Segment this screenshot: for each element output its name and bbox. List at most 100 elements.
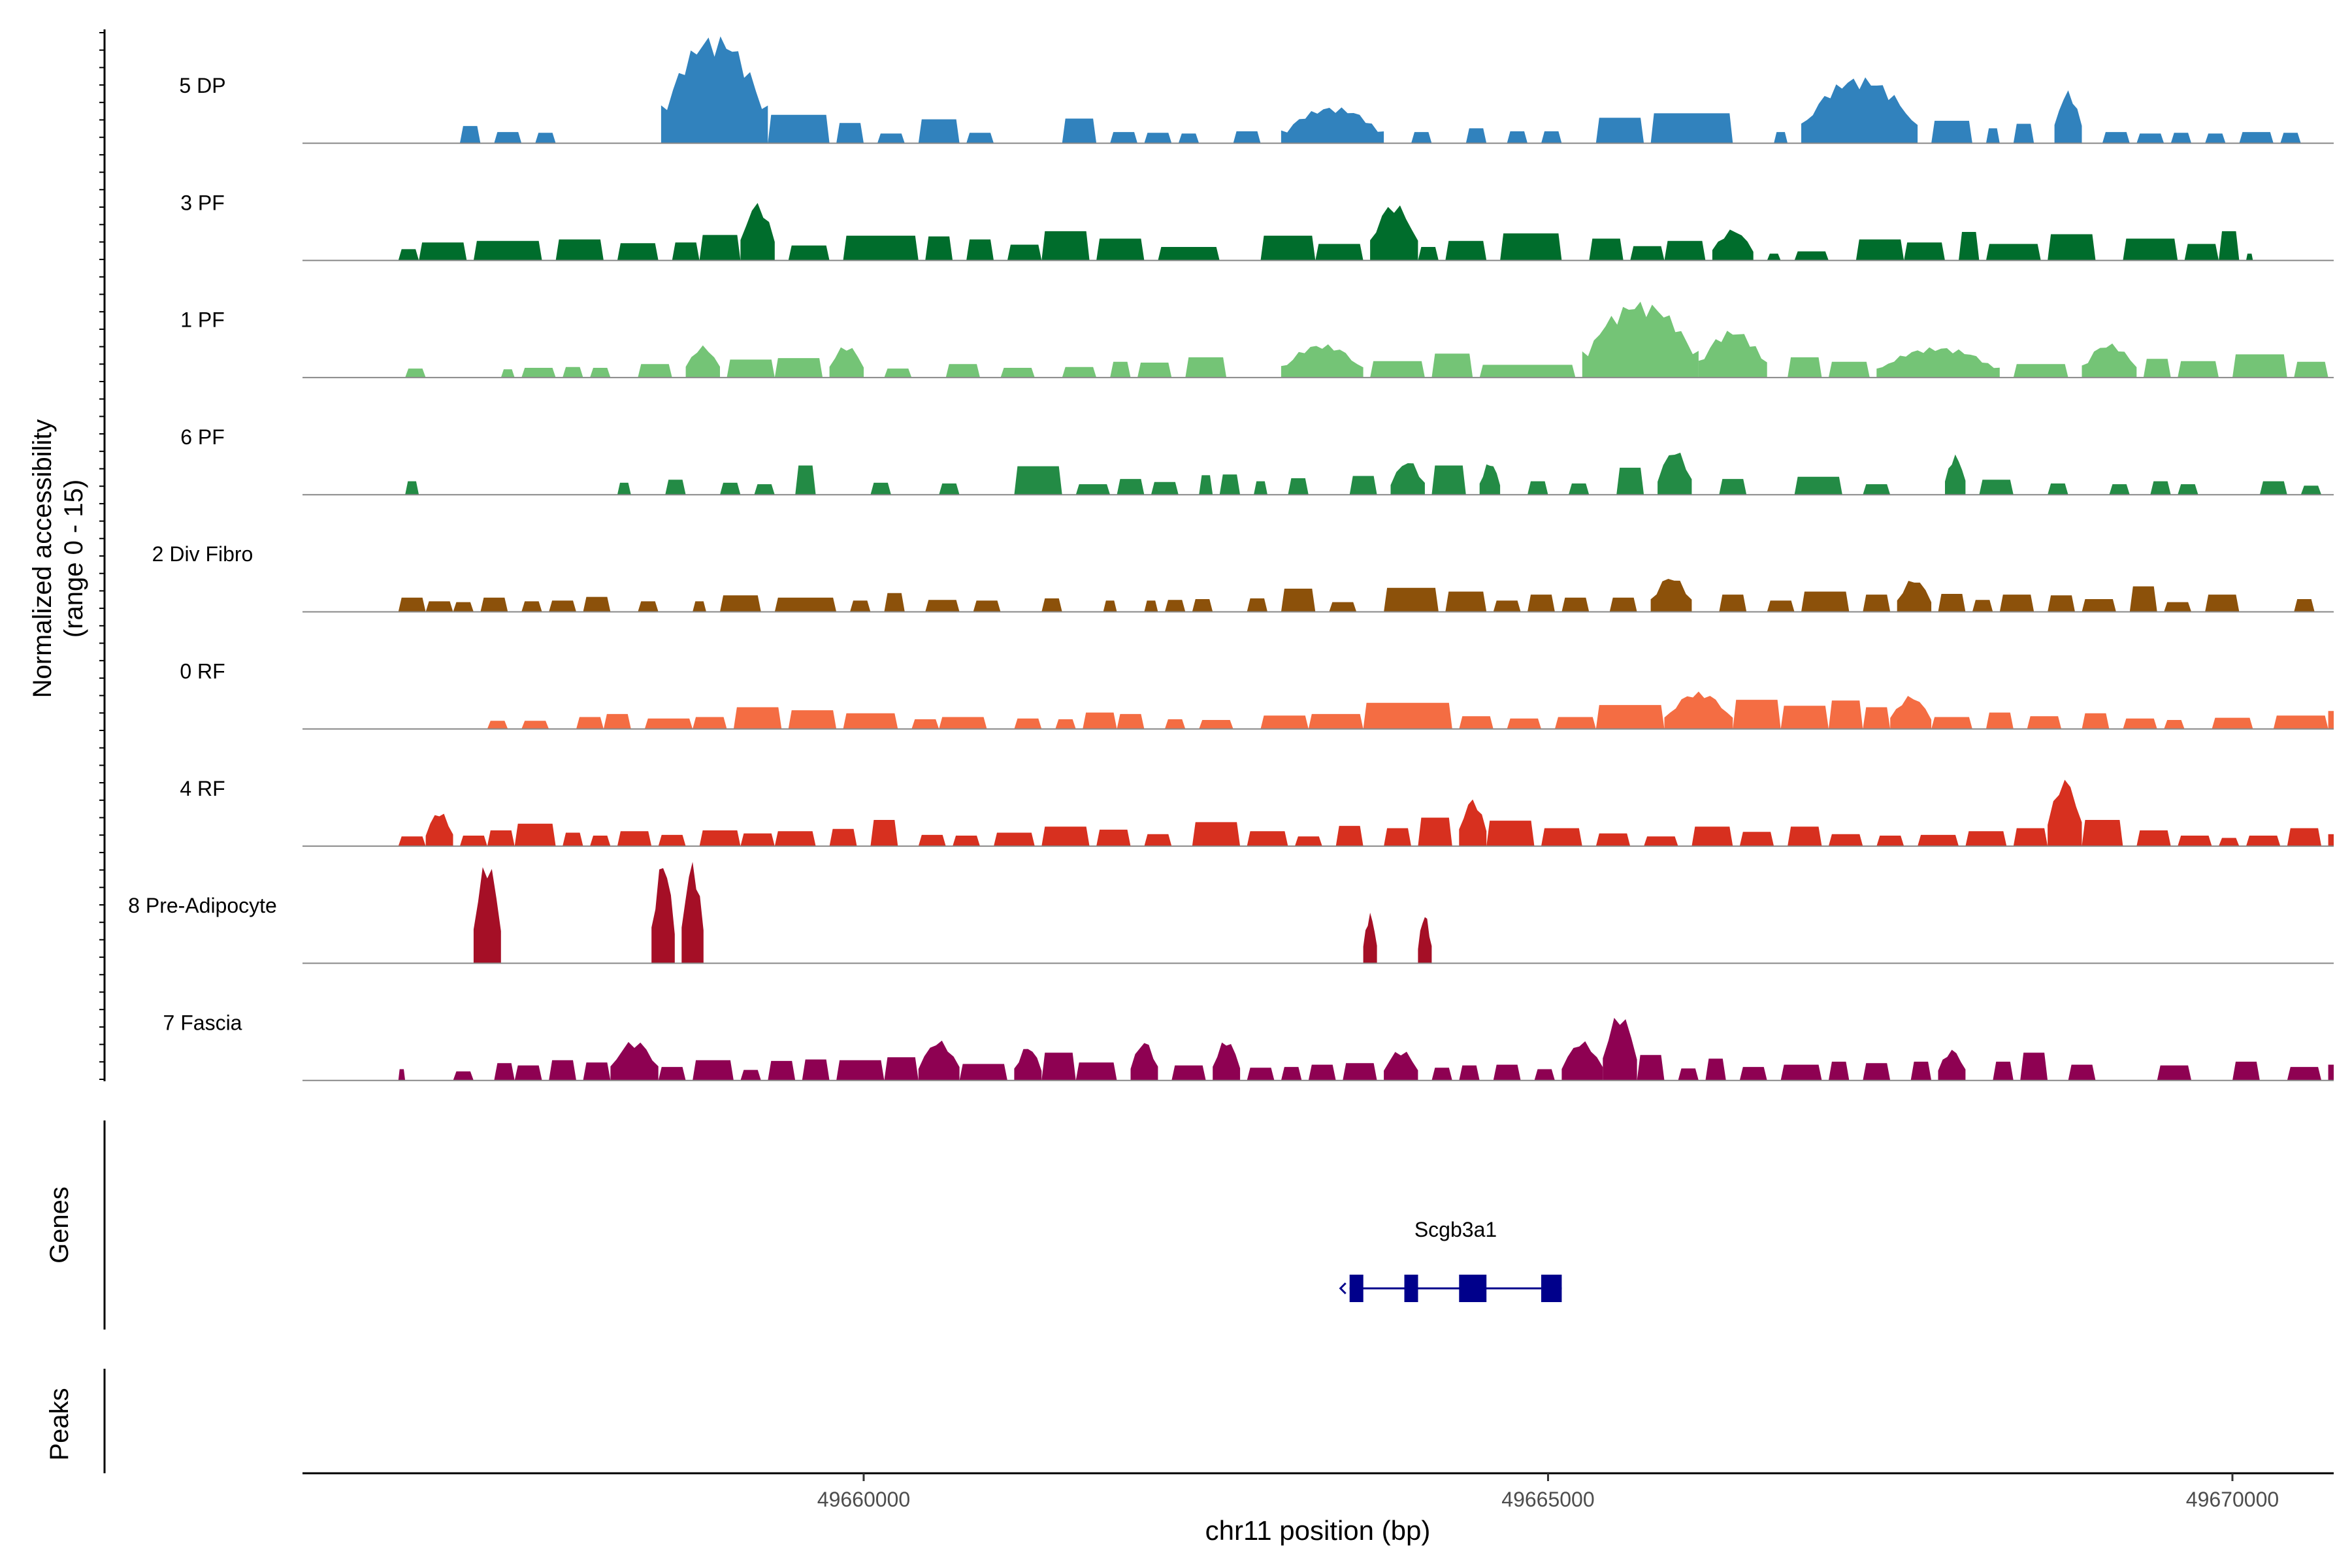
peak-6-pf-26	[1863, 484, 1891, 495]
peak-6-pf-27	[1945, 454, 1966, 495]
peak-8-pre-adipocyte-4	[1418, 917, 1432, 964]
peak-6-pf-22	[1616, 467, 1644, 495]
peak-7-fascia-13	[884, 1057, 919, 1081]
peak-6-pf-12	[1199, 475, 1213, 495]
peak-1-pf-30	[2232, 354, 2287, 378]
peak-0-rf-36	[2212, 717, 2253, 729]
peak-7-fascia-43	[2020, 1053, 2048, 1081]
track-label-7-fascia: 7 Fascia	[163, 1011, 242, 1034]
peak-6-pf-20	[1527, 481, 1548, 495]
peak-7-fascia-42	[1993, 1062, 2014, 1081]
peak-0-rf-1	[521, 721, 549, 729]
peak-6-pf-34	[2300, 485, 2322, 495]
peak-6-pf-23	[1658, 452, 1692, 495]
gene-exon	[1459, 1275, 1487, 1302]
peak-4-rf-14	[918, 834, 946, 847]
peak-7-fascia-34	[1678, 1068, 1699, 1081]
peak-0-rf-11	[1014, 718, 1042, 729]
peak-5-dp-11	[1144, 133, 1172, 144]
peak-4-rf-7	[617, 831, 652, 847]
peak-4-rf-8	[658, 834, 686, 847]
peak-7-fascia-22	[1247, 1068, 1275, 1081]
peak-7-fascia-9	[740, 1070, 761, 1081]
peak-1-pf-27	[2082, 343, 2137, 378]
peak-6-pf-10	[1117, 479, 1145, 495]
peak-6-pf-19	[1479, 464, 1501, 495]
peak-3-pf-6	[699, 235, 741, 261]
peak-2-div-fibro-5	[549, 600, 576, 612]
peak-4-rf-13	[870, 820, 898, 847]
peak-4-rf-25	[1418, 817, 1452, 847]
peak-5-dp-13	[1233, 131, 1261, 144]
peak-7-fascia-45	[2157, 1065, 2192, 1081]
track-label-1-pf: 1 PF	[180, 308, 225, 332]
peak-3-pf-30	[1959, 232, 1980, 261]
track-4-rf: 4 RF	[180, 777, 2334, 847]
peak-4-rf-35	[1876, 836, 1904, 847]
peak-2-div-fibro-25	[1493, 600, 1521, 612]
peak-2-div-fibro-14	[973, 600, 1001, 612]
peak-1-pf-18	[1370, 361, 1425, 378]
peak-4-rf-17	[1041, 826, 1090, 847]
peak-5-dp-30	[2205, 133, 2226, 144]
peak-3-pf-33	[2123, 238, 2178, 261]
gene-exon	[1349, 1275, 1364, 1302]
peak-7-fascia-37	[1780, 1064, 1822, 1081]
peak-7-fascia-18	[1075, 1062, 1117, 1081]
peak-6-pf-1	[617, 482, 631, 495]
peak-3-pf-9	[843, 235, 919, 261]
peak-4-rf-18	[1096, 829, 1131, 847]
peak-4-rf-4	[514, 823, 556, 847]
peak-1-pf-6	[685, 345, 720, 378]
peak-4-rf-21	[1247, 831, 1288, 847]
peak-4-rf-11	[774, 831, 816, 847]
peak-4-rf-5	[563, 832, 583, 847]
peak-7-fascia-23	[1281, 1067, 1302, 1081]
peak-3-pf-27	[1794, 251, 1829, 261]
peak-5-dp-29	[2170, 133, 2192, 144]
peak-2-div-fibro-35	[1938, 594, 1966, 612]
peak-7-fascia-2	[494, 1063, 515, 1081]
peak-5-dp-12	[1178, 133, 1200, 144]
peak-4-rf-42	[2178, 836, 2212, 847]
peak-1-pf-4	[590, 368, 611, 378]
peak-1-pf-19	[1431, 353, 1473, 378]
peak-0-rf-4	[644, 718, 693, 729]
peak-3-pf-1	[419, 242, 467, 261]
peak-2-div-fibro-30	[1719, 595, 1747, 612]
track-2-div-fibro: 2 Div Fibro	[152, 542, 2334, 613]
peak-2-div-fibro-27	[1561, 597, 1590, 612]
track-label-3-pf: 3 PF	[180, 191, 225, 214]
track-label-6-pf: 6 PF	[180, 425, 225, 449]
peak-1-pf-9	[829, 347, 864, 378]
peak-2-div-fibro-10	[774, 597, 837, 612]
peak-3-pf-29	[1904, 242, 1945, 261]
peak-6-pf-24	[1719, 479, 1747, 495]
peak-7-fascia-10	[768, 1060, 796, 1081]
peak-5-dp-9	[1062, 118, 1097, 144]
track-8-pre-adipocyte: 8 Pre-Adipocyte	[128, 862, 2334, 964]
peak-5-dp-22	[1801, 77, 1918, 144]
peak-4-rf-45	[2287, 828, 2322, 847]
peak-1-pf-1	[500, 369, 515, 378]
genes-panel-label: Genes	[45, 1186, 74, 1264]
peak-7-fascia-21	[1213, 1042, 1241, 1081]
peak-6-pf-33	[2259, 481, 2287, 495]
peak-1-pf-20	[1479, 365, 1576, 378]
peak-5-dp-0	[459, 125, 481, 144]
peak-4-rf-41	[2136, 830, 2171, 847]
peak-3-pf-4	[617, 243, 659, 261]
peak-6-pf-28	[1979, 480, 2014, 495]
peak-3-pf-26	[1767, 253, 1781, 261]
peak-5-dp-24	[1985, 128, 2000, 144]
peak-7-fascia-27	[1431, 1068, 1452, 1081]
peak-7-fascia-16	[1014, 1049, 1042, 1081]
peak-3-pf-0	[398, 249, 419, 261]
peak-4-rf-40	[2082, 820, 2123, 847]
peak-3-pf-2	[473, 240, 542, 261]
peak-0-rf-13	[1083, 712, 1117, 729]
peak-4-rf-31	[1691, 826, 1733, 847]
track-0-rf: 0 RF	[180, 660, 2334, 730]
peak-7-fascia-5	[583, 1062, 611, 1081]
